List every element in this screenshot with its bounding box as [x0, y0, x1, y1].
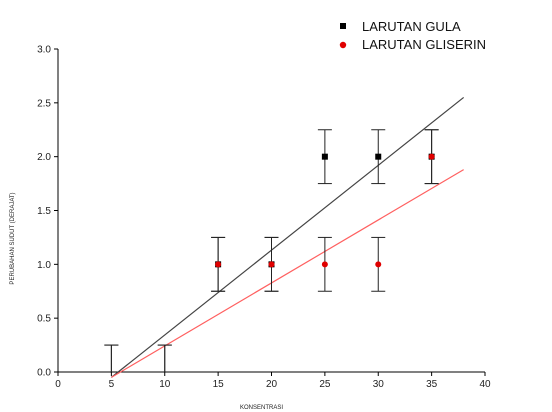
x-tick-label: 35: [426, 379, 438, 390]
data-point-gliserin: [215, 261, 222, 268]
y-axis-title: PERUBAHAN SUDUT (DERAJAT): [10, 192, 16, 284]
x-ticks: 0 5 10 15 20 25 30 35 40: [55, 372, 491, 390]
legend-label-gliserin: LARUTAN GLISERIN: [362, 37, 486, 52]
x-tick-label: 0: [55, 379, 61, 390]
legend: LARUTAN GULA LARUTAN GLISERIN: [339, 19, 486, 52]
x-tick-label: 5: [109, 379, 115, 390]
data-point-gula: [375, 153, 382, 160]
plot-area: [104, 96, 465, 378]
data-point-gliserin: [321, 261, 328, 268]
legend-marker-gliserin: [339, 41, 347, 49]
y-tick-label: 0.0: [37, 368, 51, 379]
fit-line-series-1: [111, 169, 464, 378]
data-point-gliserin: [375, 261, 382, 268]
y-tick-label: 1.5: [37, 206, 51, 217]
y-ticks: 0.0 0.5 1.0 1.5 2.0 2.5 3.0: [37, 45, 58, 379]
x-tick-label: 30: [373, 379, 385, 390]
data-point-gliserin: [428, 153, 435, 160]
y-tick-label: 0.5: [37, 314, 51, 325]
legend-marker-gula: [340, 23, 346, 29]
data-point-gliserin: [268, 261, 275, 268]
y-tick-label: 3.0: [37, 45, 51, 56]
x-tick-label: 20: [266, 379, 278, 390]
x-tick-label: 25: [319, 379, 331, 390]
y-tick-label: 1.0: [37, 260, 51, 271]
y-tick-label: 2.5: [37, 98, 51, 109]
x-tick-label: 15: [213, 379, 225, 390]
x-tick-label: 40: [479, 379, 491, 390]
data-point-gula: [321, 153, 328, 160]
y-tick-label: 2.0: [37, 152, 51, 163]
x-tick-label: 10: [159, 379, 171, 390]
fit-line-series-0: [111, 96, 465, 378]
axes: 0 5 10 15 20 25 30 35 40 0.0 0.5 1.0 1.5 2.0 2.5 3.0 K…: [10, 45, 491, 412]
x-axis-title: KONSENTRASI: [240, 405, 283, 411]
legend-label-gula: LARUTAN GULA: [362, 19, 461, 34]
